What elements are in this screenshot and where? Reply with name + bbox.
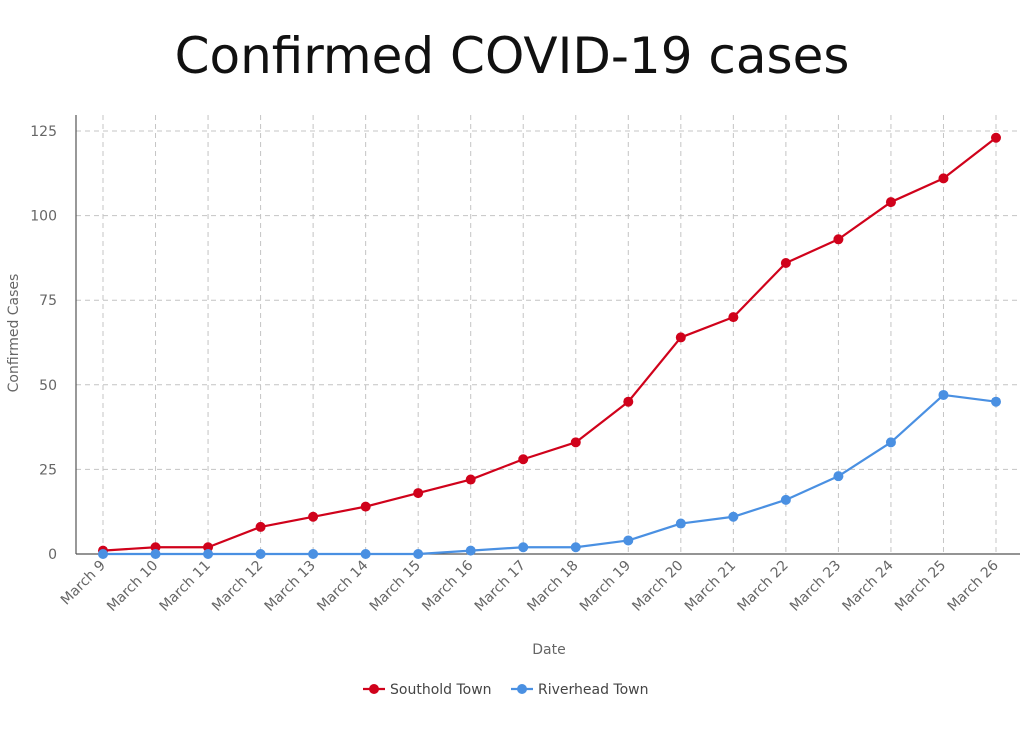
data-point-southold-town[interactable] (623, 396, 634, 407)
y-tick-label: 50 (39, 378, 57, 394)
x-tick-label: March 16 (419, 557, 476, 614)
y-tick-label: 0 (48, 547, 57, 563)
data-point-riverhead-town[interactable] (203, 549, 214, 559)
y-tick-label: 25 (39, 462, 57, 478)
series-line-southold-town (102, 136, 997, 552)
data-point-riverhead-town[interactable] (991, 396, 1001, 407)
x-tick-label: March 17 (472, 558, 529, 615)
x-tick-label: March 13 (262, 558, 319, 615)
chart-title: Confirmed COVID-19 cases (175, 27, 850, 85)
series-layer (98, 132, 1001, 559)
data-point-southold-town[interactable] (938, 173, 949, 184)
data-point-southold-town[interactable] (885, 197, 896, 208)
x-tick-label: March 12 (209, 558, 266, 615)
data-point-riverhead-town[interactable] (833, 471, 844, 482)
y-axis-label: Confirmed Cases (6, 274, 22, 393)
x-tick-label: March 23 (787, 558, 844, 615)
x-tick-label: March 11 (157, 558, 214, 615)
data-point-riverhead-town[interactable] (360, 549, 371, 559)
data-point-riverhead-town[interactable] (255, 549, 266, 559)
data-point-southold-town[interactable] (255, 521, 266, 532)
axes (75, 115, 1020, 555)
data-point-southold-town[interactable] (360, 501, 371, 512)
x-tick-label: March 14 (314, 557, 371, 614)
data-point-southold-town[interactable] (833, 234, 844, 245)
data-point-southold-town[interactable] (518, 454, 529, 465)
data-point-southold-town[interactable] (991, 132, 1001, 143)
legend-label: Southold Town (390, 682, 492, 698)
legend-item-riverhead-town[interactable]: Riverhead Town (511, 682, 649, 698)
y-tick-label: 100 (30, 209, 57, 225)
data-point-riverhead-town[interactable] (885, 437, 896, 448)
data-point-riverhead-town[interactable] (465, 545, 476, 556)
legend-label: Riverhead Town (538, 682, 649, 698)
x-axis-label: Date (532, 642, 565, 658)
y-gridlines (76, 130, 1020, 470)
x-tick-label: March 25 (892, 558, 949, 615)
x-tick-label: March 22 (734, 558, 791, 615)
data-point-riverhead-town[interactable] (728, 511, 739, 522)
x-tick-label: March 26 (945, 557, 1002, 614)
data-point-riverhead-town[interactable] (98, 549, 108, 559)
data-point-riverhead-town[interactable] (518, 542, 529, 553)
data-point-riverhead-town[interactable] (780, 494, 791, 505)
data-point-riverhead-town[interactable] (623, 535, 634, 546)
x-gridlines (102, 115, 997, 554)
legend: Southold Town Riverhead Town (363, 682, 649, 698)
data-point-southold-town[interactable] (675, 332, 686, 343)
x-tick-label: March 21 (682, 558, 739, 615)
y-tick-labels: 0 25 50 75 100 125 (30, 124, 57, 563)
data-point-southold-town[interactable] (413, 488, 424, 499)
x-tick-label: March 18 (524, 558, 581, 615)
data-point-southold-town[interactable] (728, 312, 739, 323)
x-tick-label: March 20 (629, 558, 686, 615)
x-tick-label: March 10 (104, 558, 161, 615)
data-point-riverhead-town[interactable] (938, 389, 949, 400)
data-point-southold-town[interactable] (465, 474, 476, 485)
data-point-riverhead-town[interactable] (675, 518, 686, 529)
data-point-riverhead-town[interactable] (570, 542, 581, 553)
data-point-riverhead-town[interactable] (413, 549, 424, 559)
y-tick-label: 75 (39, 293, 57, 309)
data-point-southold-town[interactable] (780, 257, 791, 268)
legend-swatch-marker (369, 684, 379, 694)
legend-item-southold-town[interactable]: Southold Town (363, 682, 492, 698)
data-point-riverhead-town[interactable] (308, 549, 319, 559)
x-tick-label: March 9 (58, 558, 109, 609)
series-line-riverhead-town (103, 393, 997, 556)
x-tick-label: March 24 (840, 557, 897, 614)
data-point-southold-town[interactable] (308, 511, 319, 522)
legend-swatch-marker (517, 684, 527, 694)
x-tick-label: March 19 (577, 558, 634, 615)
data-point-southold-town[interactable] (570, 437, 581, 448)
data-point-riverhead-town[interactable] (150, 549, 161, 559)
x-tick-label: March 15 (367, 558, 424, 615)
y-tick-label: 125 (30, 124, 57, 140)
